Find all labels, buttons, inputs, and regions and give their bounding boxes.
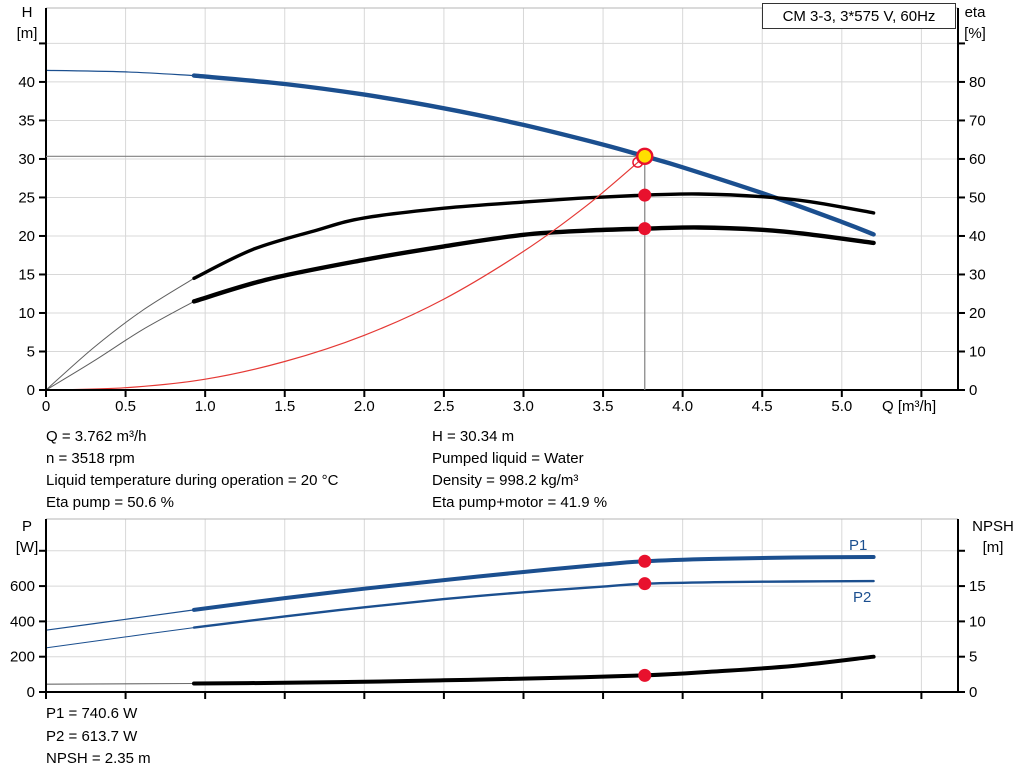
svg-text:35: 35 [18, 112, 35, 129]
series-value-marker [638, 188, 652, 202]
info-density: Density = 998.2 kg/m³ [432, 472, 579, 489]
info-eta-pump-motor: Eta pump+motor = 41.9 % [432, 494, 608, 511]
svg-text:2.0: 2.0 [354, 398, 375, 415]
svg-text:5: 5 [969, 649, 977, 666]
power-results-panel: P1 = 740.6 W P2 = 613.7 W NPSH = 2.35 m [46, 703, 151, 771]
npsh-axis-title-line2: [m] [982, 539, 1004, 556]
result-p2: P2 = 613.7 W [46, 727, 138, 745]
curve-npsh-thin [45, 682, 195, 685]
result-p1: P1 = 740.6 W [46, 705, 138, 722]
svg-text:0: 0 [969, 684, 977, 701]
eta-axis-title: eta [%] [951, 2, 999, 44]
h-axis-title-line1: H [21, 4, 33, 21]
series-value-marker [638, 668, 652, 682]
svg-text:60: 60 [969, 151, 986, 168]
svg-text:15: 15 [18, 266, 35, 283]
svg-text:40: 40 [18, 74, 35, 91]
top-chart: 0 5 10 15 20 25 30 35 40 0 10 20 30 40 50 60 70 80 0 0.5 1.0… [18, 7, 986, 415]
svg-text:20: 20 [969, 305, 986, 322]
svg-text:1.0: 1.0 [195, 398, 216, 415]
p1-curve-label: P1 [849, 537, 868, 554]
svg-text:0.5: 0.5 [115, 398, 136, 415]
curve-h-curve [191, 73, 876, 237]
svg-text:15: 15 [969, 578, 986, 595]
svg-text:5: 5 [27, 343, 35, 360]
series-value-marker [638, 554, 652, 568]
svg-text:50: 50 [969, 189, 986, 206]
result-npsh: NPSH = 2.35 m [46, 750, 151, 767]
svg-text:1.5: 1.5 [274, 398, 295, 415]
npsh-axis-title-line1: NPSH [972, 518, 1014, 535]
svg-text:0: 0 [42, 398, 50, 415]
info-eta-pump: Eta pump = 50.6 % [46, 494, 174, 511]
svg-text:200: 200 [10, 649, 35, 666]
operating-point-info-left: Q = 3.762 m³/h n = 3518 rpm Liquid tempe… [46, 426, 338, 514]
p-axis-title-line1: P [21, 518, 32, 535]
duty-point-marker[interactable] [636, 147, 654, 166]
h-axis-title: H [m] [4, 2, 50, 44]
svg-text:40: 40 [969, 228, 986, 245]
curve-p2 [192, 579, 875, 629]
info-speed: n = 3518 rpm [46, 450, 135, 467]
curve-p2-thin [45, 627, 195, 649]
curve-eta-pump [192, 192, 876, 280]
svg-text:30: 30 [18, 151, 35, 168]
curve-p1-thin [45, 609, 195, 631]
svg-text:30: 30 [969, 266, 986, 283]
series-value-marker [638, 577, 652, 591]
svg-text:600: 600 [10, 578, 35, 595]
curve-eta-pump-thin [45, 277, 195, 391]
h-axis-title-line2: [m] [16, 25, 38, 42]
svg-text:0: 0 [969, 382, 977, 399]
q-axis-label: Q [m³/h] [882, 398, 937, 415]
info-flow: Q = 3.762 m³/h [46, 428, 147, 445]
p-axis-title-line2: [W] [15, 539, 39, 556]
svg-text:4.0: 4.0 [672, 398, 693, 415]
svg-text:0: 0 [27, 684, 35, 701]
svg-text:3.0: 3.0 [513, 398, 534, 415]
info-liquid-temp: Liquid temperature during operation = 20… [46, 472, 339, 489]
svg-text:0: 0 [27, 382, 35, 399]
svg-text:4.5: 4.5 [752, 398, 773, 415]
svg-text:3.5: 3.5 [593, 398, 614, 415]
curve-h-curve-thin [45, 69, 195, 77]
curve-npsh [192, 654, 876, 686]
info-pumped-liquid: Pumped liquid = Water [432, 450, 584, 467]
svg-text:5.0: 5.0 [831, 398, 852, 415]
bottom-chart: 0 200 400 600 0 5 10 15 [10, 518, 986, 701]
npsh-axis-title: NPSH [m] [962, 516, 1024, 558]
svg-text:70: 70 [969, 112, 986, 129]
p-axis-title: P [W] [4, 516, 50, 558]
eta-axis-title-line1: eta [964, 4, 986, 21]
eta-axis-title-line2: [%] [964, 25, 986, 42]
curve-eta-pump-motor-thin [45, 300, 195, 391]
p2-curve-label: P2 [853, 589, 872, 606]
info-head: H = 30.34 m [432, 428, 515, 445]
svg-text:10: 10 [969, 343, 986, 360]
pump-model-label: CM 3-3, 3*575 V, 60Hz [782, 7, 936, 25]
pump-model-badge: CM 3-3, 3*575 V, 60Hz [762, 3, 956, 29]
series-value-marker [638, 222, 652, 236]
curve-p1 [192, 555, 876, 612]
curve-system-curve [45, 155, 646, 391]
svg-text:80: 80 [969, 74, 986, 91]
operating-point-info-right: H = 30.34 m Pumped liquid = Water Densit… [432, 426, 607, 514]
svg-text:10: 10 [969, 613, 986, 630]
svg-text:2.5: 2.5 [433, 398, 454, 415]
svg-text:400: 400 [10, 613, 35, 630]
svg-text:25: 25 [18, 189, 35, 206]
curve-eta-pump-motor [191, 225, 876, 304]
svg-text:20: 20 [18, 228, 35, 245]
svg-text:10: 10 [18, 305, 35, 322]
